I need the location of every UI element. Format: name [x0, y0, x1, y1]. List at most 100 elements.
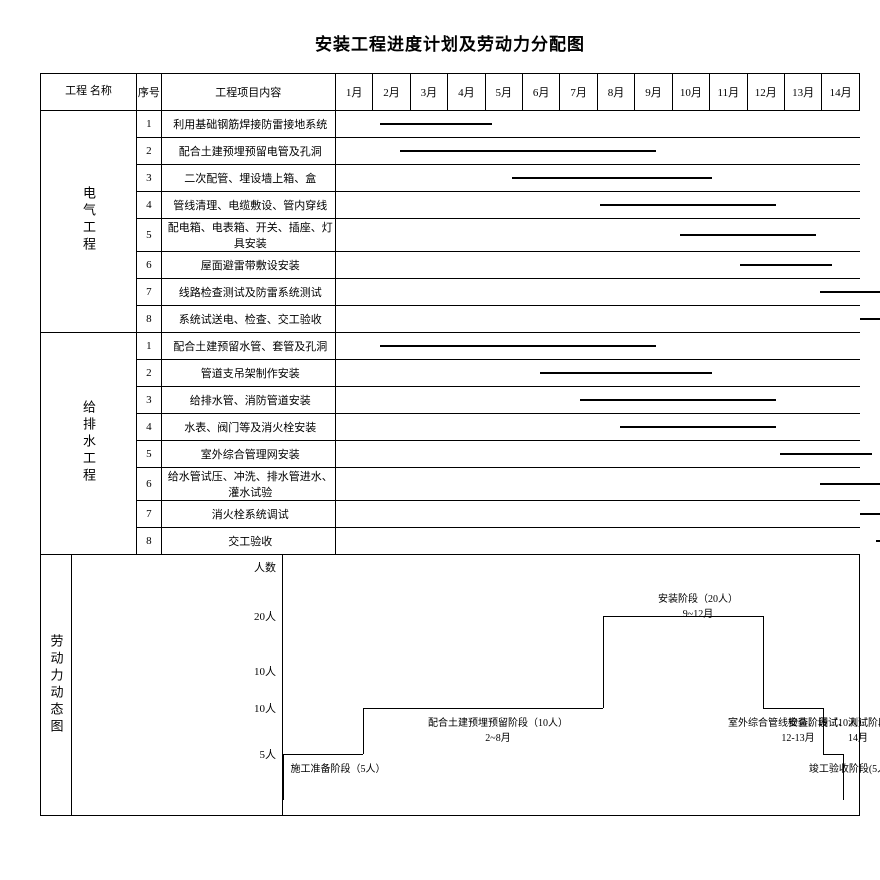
gantt-bar	[860, 513, 880, 515]
page-title: 安装工程进度计划及劳动力分配图	[40, 30, 860, 55]
gantt-cell	[335, 387, 859, 414]
gantt-bar	[820, 483, 880, 485]
row-item: 屋面避雷带敷设安装	[161, 252, 335, 279]
step-label: 施工准备阶段（5人）	[253, 760, 423, 775]
labor-side-label: 劳动力动态图	[47, 634, 66, 736]
step-label: 竣工验收阶段(5人	[763, 760, 880, 775]
hdr-item: 工程项目内容	[161, 74, 335, 111]
hdr-month: 5月	[485, 74, 522, 111]
hdr-month: 10月	[672, 74, 709, 111]
row-seq: 3	[137, 387, 162, 414]
row-item: 配合土建预留水管、套管及孔洞	[161, 333, 335, 360]
gantt-cell	[335, 138, 859, 165]
row-item: 线路检查测试及防雷系统测试	[161, 279, 335, 306]
hdr-seq: 序号	[137, 74, 162, 111]
step-rise	[363, 708, 364, 754]
step-rise	[283, 754, 284, 800]
gantt-cell	[335, 165, 859, 192]
row-seq: 1	[137, 333, 162, 360]
hdr-month: 14月	[822, 74, 860, 111]
row-seq: 2	[137, 138, 162, 165]
gantt-bar	[876, 540, 880, 542]
gantt-bar	[540, 372, 712, 374]
step-label: 配合土建预埋预留阶段（10人）2~8月	[413, 714, 583, 744]
hdr-month: 2月	[373, 74, 410, 111]
gantt-bar	[400, 150, 656, 152]
row-item: 给水管试压、冲洗、排水管进水、灌水试验	[161, 468, 335, 501]
group-name: 给排水工程	[41, 333, 137, 555]
gantt-cell	[335, 441, 859, 468]
gantt-cell	[335, 528, 859, 555]
gantt-bar	[512, 177, 712, 179]
gantt-bar	[680, 234, 816, 236]
row-item: 系统试送电、检查、交工验收	[161, 306, 335, 333]
gantt-bar	[860, 318, 880, 320]
gantt-cell	[335, 219, 859, 252]
row-seq: 5	[137, 219, 162, 252]
gantt-cell	[335, 306, 859, 333]
gantt-cell	[335, 414, 859, 441]
row-seq: 4	[137, 414, 162, 441]
hdr-month: 8月	[597, 74, 634, 111]
row-seq: 8	[137, 528, 162, 555]
hdr-month: 1月	[335, 74, 372, 111]
y-tick: 10人	[254, 663, 276, 679]
row-item: 管道支吊架制作安装	[161, 360, 335, 387]
step-line	[823, 754, 843, 755]
row-seq: 4	[137, 192, 162, 219]
gantt-bar	[380, 345, 656, 347]
step-label: 安装阶段（20人）9~12月	[613, 590, 783, 620]
hdr-month: 6月	[522, 74, 559, 111]
gantt-bar	[780, 453, 872, 455]
step-rise	[603, 616, 604, 708]
hdr-month: 12月	[747, 74, 784, 111]
step-line	[363, 708, 603, 709]
row-seq: 7	[137, 279, 162, 306]
row-item: 给排水管、消防管道安装	[161, 387, 335, 414]
row-seq: 7	[137, 501, 162, 528]
row-seq: 8	[137, 306, 162, 333]
row-seq: 3	[137, 165, 162, 192]
gantt-bar	[620, 426, 776, 428]
step-line	[283, 754, 363, 755]
step-line	[803, 708, 823, 709]
step-line	[763, 708, 803, 709]
row-item: 交工验收	[161, 528, 335, 555]
hdr-month: 9月	[635, 74, 672, 111]
row-item: 管线清理、电缆敷设、管内穿线	[161, 192, 335, 219]
row-seq: 6	[137, 468, 162, 501]
row-item: 配电箱、电表箱、开关、插座、灯具安装	[161, 219, 335, 252]
gantt-cell	[335, 360, 859, 387]
gantt-cell	[335, 192, 859, 219]
y-title: 人数	[254, 559, 276, 575]
gantt-cell	[335, 111, 859, 138]
step-rise	[823, 708, 824, 754]
gantt-bar	[820, 291, 880, 293]
gantt-bar	[600, 204, 776, 206]
row-seq: 2	[137, 360, 162, 387]
row-item: 二次配管、埋设墙上箱、盒	[161, 165, 335, 192]
row-seq: 5	[137, 441, 162, 468]
row-item: 配合土建预埋预留电管及孔洞	[161, 138, 335, 165]
gantt-cell	[335, 333, 859, 360]
row-seq: 1	[137, 111, 162, 138]
step-label: 检查、调试、测试阶段（10人）14月	[773, 714, 880, 744]
hdr-month: 13月	[784, 74, 821, 111]
step-rise	[763, 616, 764, 708]
gantt-cell	[335, 252, 859, 279]
gantt-bar	[740, 264, 832, 266]
row-item: 消火栓系统调试	[161, 501, 335, 528]
gantt-cell	[335, 279, 859, 306]
gantt-bar	[580, 399, 776, 401]
row-item: 水表、阀门等及消火栓安装	[161, 414, 335, 441]
gantt-table: 工程 名称序号工程项目内容1月2月3月4月5月6月7月8月9月10月11月12月…	[40, 73, 860, 555]
hdr-month: 3月	[410, 74, 447, 111]
gantt-cell	[335, 468, 859, 501]
row-seq: 6	[137, 252, 162, 279]
labor-chart: 劳动力动态图 人数20人10人10人5人 施工准备阶段（5人）配合土建预埋预留阶…	[40, 555, 860, 816]
hdr-month: 7月	[560, 74, 597, 111]
y-tick: 20人	[254, 608, 276, 624]
hdr-name: 工程 名称	[41, 74, 137, 111]
row-item: 室外综合管理网安装	[161, 441, 335, 468]
group-name: 电气工程	[41, 111, 137, 333]
